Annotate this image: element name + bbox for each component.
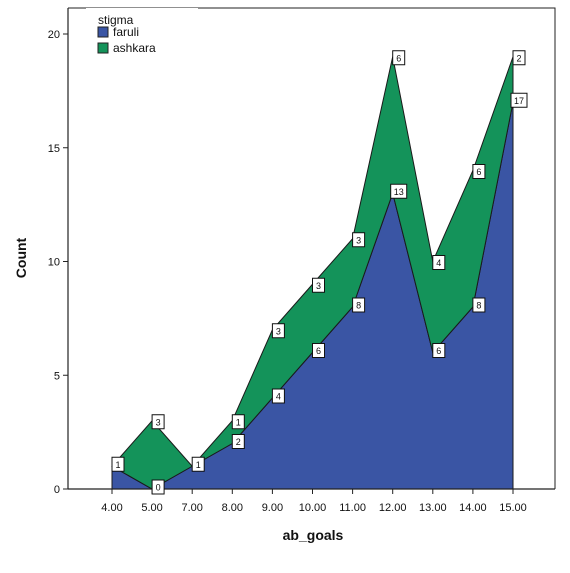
data-label-faruli: 0 xyxy=(151,479,165,495)
data-label-text: 4 xyxy=(436,258,441,268)
x-tick-label: 14.00 xyxy=(459,502,487,514)
data-label-text: 6 xyxy=(476,167,481,177)
legend-background xyxy=(86,8,198,72)
y-axis-title: Count xyxy=(13,237,29,278)
data-label-faruli: 4 xyxy=(271,388,285,404)
data-label-text: 8 xyxy=(356,301,361,311)
data-label-text: 3 xyxy=(156,417,161,427)
x-tick-label: 12.00 xyxy=(379,502,407,514)
data-label-box xyxy=(432,255,446,270)
legend-swatch xyxy=(97,26,109,38)
y-tick-label: 5 xyxy=(54,370,60,382)
y-axis-ticks: 0 5 10 15 20 xyxy=(48,29,68,496)
data-label-box xyxy=(111,456,125,472)
y-tick-label: 0 xyxy=(54,484,60,496)
data-label-ashkara: 6 xyxy=(472,164,486,179)
y-tick-label: 15 xyxy=(48,143,60,155)
x-tick-label: 11.00 xyxy=(339,502,366,514)
data-label-text: 4 xyxy=(276,392,281,402)
data-label-text: 1 xyxy=(115,460,120,470)
data-label-box xyxy=(352,232,366,248)
legend-item-label: faruli xyxy=(113,25,139,39)
data-label-box xyxy=(271,323,285,339)
data-label-ashkara: 3 xyxy=(151,414,165,430)
y-tick-label: 10 xyxy=(48,257,60,269)
data-label-box xyxy=(472,297,486,313)
data-label-faruli: 17 xyxy=(510,92,528,108)
data-label-box xyxy=(512,50,526,66)
data-label-faruli: 6 xyxy=(432,343,446,358)
data-label-text: 3 xyxy=(356,235,361,245)
data-label-ashkara: 3 xyxy=(271,323,285,339)
data-label-box xyxy=(352,297,366,313)
data-label-faruli: 6 xyxy=(312,343,325,358)
data-label-box xyxy=(390,183,408,199)
data-label-ashkara: 1 xyxy=(231,414,245,430)
data-label-faruli: 8 xyxy=(352,297,366,313)
plot-frame xyxy=(68,7,556,489)
data-label-faruli: 8 xyxy=(472,297,486,313)
data-label-faruli: 2 xyxy=(231,434,245,449)
data-label-text: 6 xyxy=(396,53,401,63)
legend: stigma faruli ashkara xyxy=(86,8,198,72)
data-label-box xyxy=(191,456,205,472)
data-label-ashkara: 4 xyxy=(432,255,446,270)
chart-axes xyxy=(67,8,555,490)
data-label-ashkara: 6 xyxy=(392,50,406,66)
x-tick-label: 7.00 xyxy=(181,502,202,514)
data-label-text: 8 xyxy=(476,301,481,311)
x-axis-ticks: 4.00 5.00 7.00 8.00 9.00 10.00 11.00 12.00 13.00… xyxy=(101,489,527,514)
data-label-text: 2 xyxy=(236,437,241,447)
data-label-box xyxy=(151,414,165,430)
area-ashkara xyxy=(111,56,514,490)
x-tick-label: 5.00 xyxy=(141,502,162,514)
data-label-box xyxy=(472,164,486,179)
data-label-ashkara: 3 xyxy=(312,277,325,293)
data-label-text: 3 xyxy=(316,281,321,291)
data-label-box xyxy=(151,479,165,495)
legend-title: stigma xyxy=(98,13,134,27)
chart-areas xyxy=(111,56,514,490)
x-tick-label: 9.00 xyxy=(262,502,283,514)
data-label-box xyxy=(392,50,406,66)
x-tick-label: 15.00 xyxy=(499,502,527,514)
data-label-box xyxy=(271,388,285,404)
data-label-box xyxy=(312,343,325,358)
x-axis-title: ab_goals xyxy=(283,527,344,543)
y-tick-label: 20 xyxy=(48,29,60,41)
data-label-box xyxy=(432,343,446,358)
data-label-ashkara: 3 xyxy=(352,232,366,248)
data-label-text: 0 xyxy=(156,483,161,493)
plot-border xyxy=(68,7,556,489)
data-label-faruli: 1 xyxy=(191,456,205,472)
x-tick-label: 10.00 xyxy=(299,502,327,514)
data-label-text: 3 xyxy=(276,326,281,336)
data-label-text: 1 xyxy=(196,460,201,470)
data-label-text: 2 xyxy=(516,53,521,63)
data-label-box xyxy=(510,92,528,108)
x-tick-label: 13.00 xyxy=(419,502,447,514)
legend-item-label: ashkara xyxy=(113,41,156,55)
data-label-faruli: 1 xyxy=(111,456,125,472)
x-tick-label: 4.00 xyxy=(101,502,122,514)
data-label-text: 1 xyxy=(236,417,241,427)
data-label-box xyxy=(231,434,245,449)
data-label-box xyxy=(312,277,325,293)
x-tick-label: 8.00 xyxy=(222,502,243,514)
data-label-text: 6 xyxy=(436,346,441,356)
data-label-text: 13 xyxy=(394,187,404,197)
data-label-text: 6 xyxy=(316,346,321,356)
legend-items: faruli ashkara xyxy=(97,25,156,55)
data-label-text: 17 xyxy=(514,96,524,106)
data-label-faruli: 13 xyxy=(390,183,408,199)
legend-swatch xyxy=(97,42,109,54)
data-label-box xyxy=(231,414,245,430)
data-label-ashkara: 2 xyxy=(512,50,526,66)
